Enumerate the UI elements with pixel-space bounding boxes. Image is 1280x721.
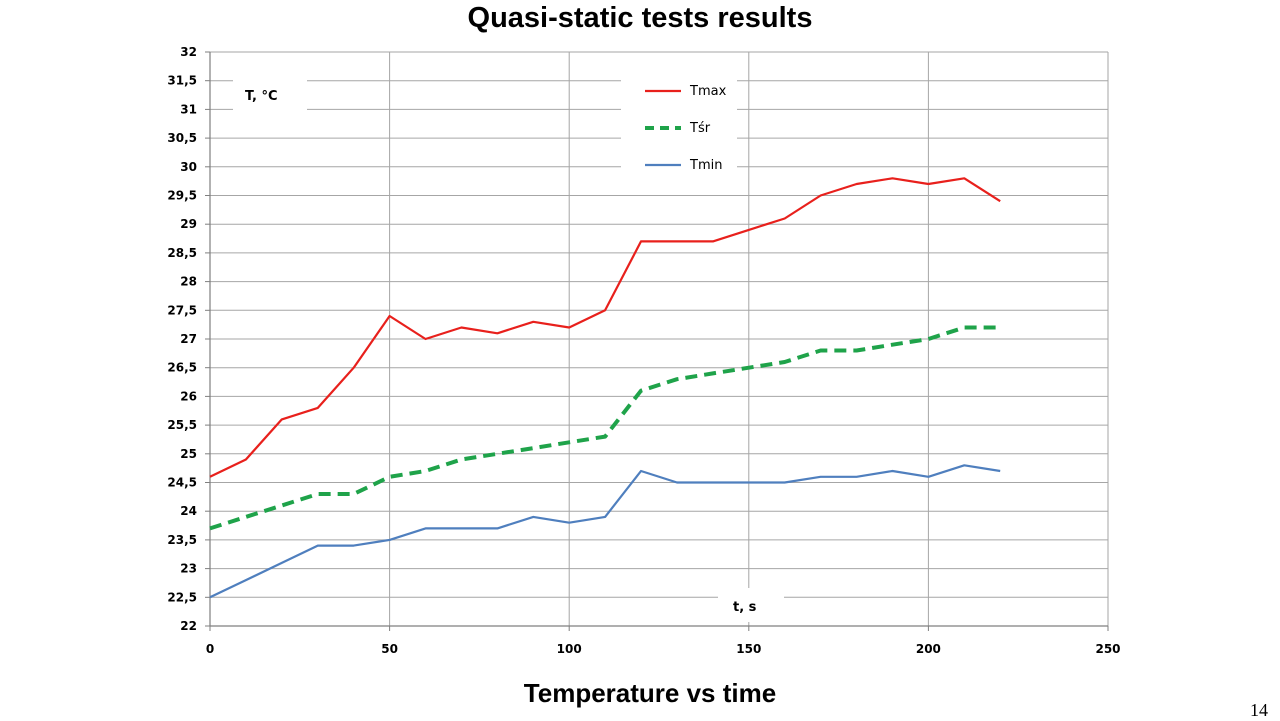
y-axis-label-box — [233, 80, 307, 110]
y-tick-label: 24 — [180, 504, 197, 518]
legend: Tmax Tśr Tmin — [621, 72, 737, 184]
x-tick-label: 200 — [916, 642, 941, 656]
x-tick-label: 150 — [736, 642, 761, 656]
y-tick-label: 26,5 — [167, 361, 197, 375]
x-tick-label: 250 — [1095, 642, 1120, 656]
y-tick-label: 27 — [180, 332, 197, 346]
series-line-tśr — [209, 325, 1001, 531]
grid — [205, 51, 1109, 631]
y-tick-label: 25 — [180, 447, 197, 461]
y-tick-label: 29,5 — [167, 189, 197, 203]
y-tick-label: 32 — [180, 45, 197, 59]
y-tick-label: 31 — [180, 102, 197, 116]
y-tick-label: 22 — [180, 619, 197, 633]
y-tick-label: 27,5 — [167, 303, 197, 317]
x-axis-label: t, s — [733, 600, 757, 615]
y-tick-label: 30,5 — [167, 131, 197, 145]
legend-label-tmax: Tmax — [689, 84, 727, 99]
slide-title: Quasi-static tests results — [467, 2, 813, 34]
x-tick-label: 100 — [557, 642, 582, 656]
series-line-tmax — [209, 177, 1001, 478]
x-tick-label: 0 — [206, 642, 214, 656]
x-tick-label: 50 — [381, 642, 398, 656]
y-tick-label: 23,5 — [167, 533, 197, 547]
chart-caption: Temperature vs time — [523, 678, 777, 708]
y-tick-label: 24,5 — [167, 476, 197, 490]
y-tick-label: 25,5 — [167, 418, 197, 432]
y-tick-label: 26 — [180, 389, 197, 403]
y-tick-label: 28,5 — [167, 246, 197, 260]
legend-label-tmin: Tmin — [689, 158, 722, 173]
y-tick-label: 31,5 — [167, 74, 197, 88]
legend-label-tśr: Tśr — [689, 121, 711, 136]
series-lines — [209, 177, 1001, 599]
series-line-tmin — [209, 464, 1001, 599]
axis-ticks: 22 22,5 23 23,5 24 24,5 25 25,5 26 26,5 27 27,5 28 28… — [167, 45, 1120, 656]
y-axis-label: T, °C — [245, 89, 278, 104]
page-number: 14 — [1250, 700, 1268, 720]
axis-labels: T, °C t, s — [233, 80, 784, 622]
y-tick-label: 23 — [180, 562, 197, 576]
y-tick-label: 30 — [180, 160, 197, 174]
y-tick-label: 28 — [180, 275, 197, 289]
x-axis-label-box — [718, 588, 784, 622]
y-tick-label: 29 — [180, 217, 197, 231]
y-tick-label: 22,5 — [167, 590, 197, 604]
